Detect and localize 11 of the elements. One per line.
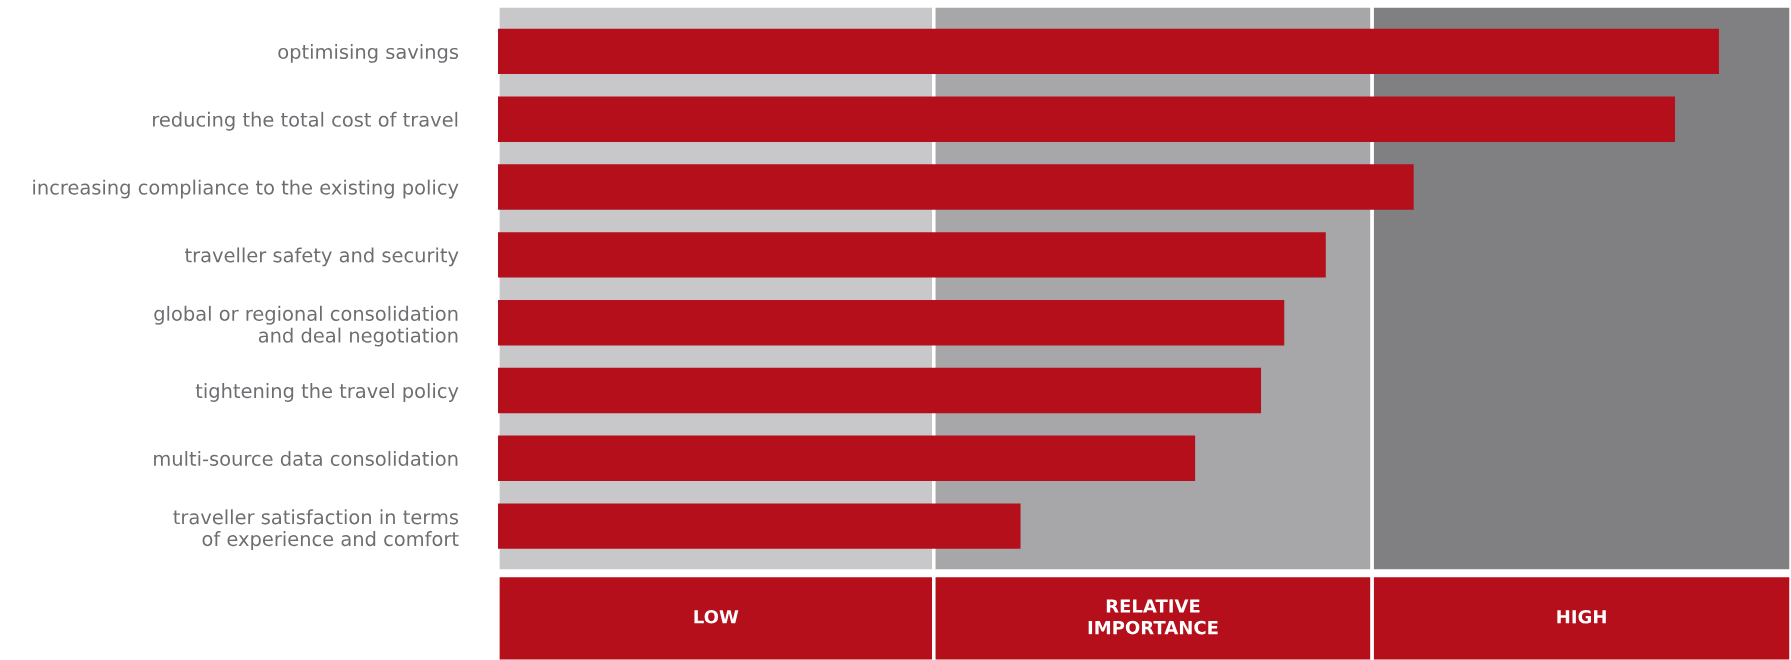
y-tick-label: tightening the travel policy [195, 383, 459, 402]
y-tick-label: traveller safety and security [185, 247, 459, 267]
y-tick-label: increasing compliance to the existing policy [33, 179, 459, 199]
y-tick-label: traveller satisfaction in terms of experience and comfort [173, 509, 459, 550]
y-tick-label: optimising savings [278, 43, 459, 63]
y-tick-label: reducing the total cost of travel [153, 111, 458, 131]
y-tick-label: multi-source data consolidation [154, 450, 458, 466]
band-label: HIGH [1557, 609, 1606, 624]
band-label: RELATIVE IMPORTANCE [1088, 599, 1218, 635]
y-tick-label: global or regional consolidation and deal negotiation [154, 305, 458, 347]
band-label: LOW [694, 609, 739, 624]
